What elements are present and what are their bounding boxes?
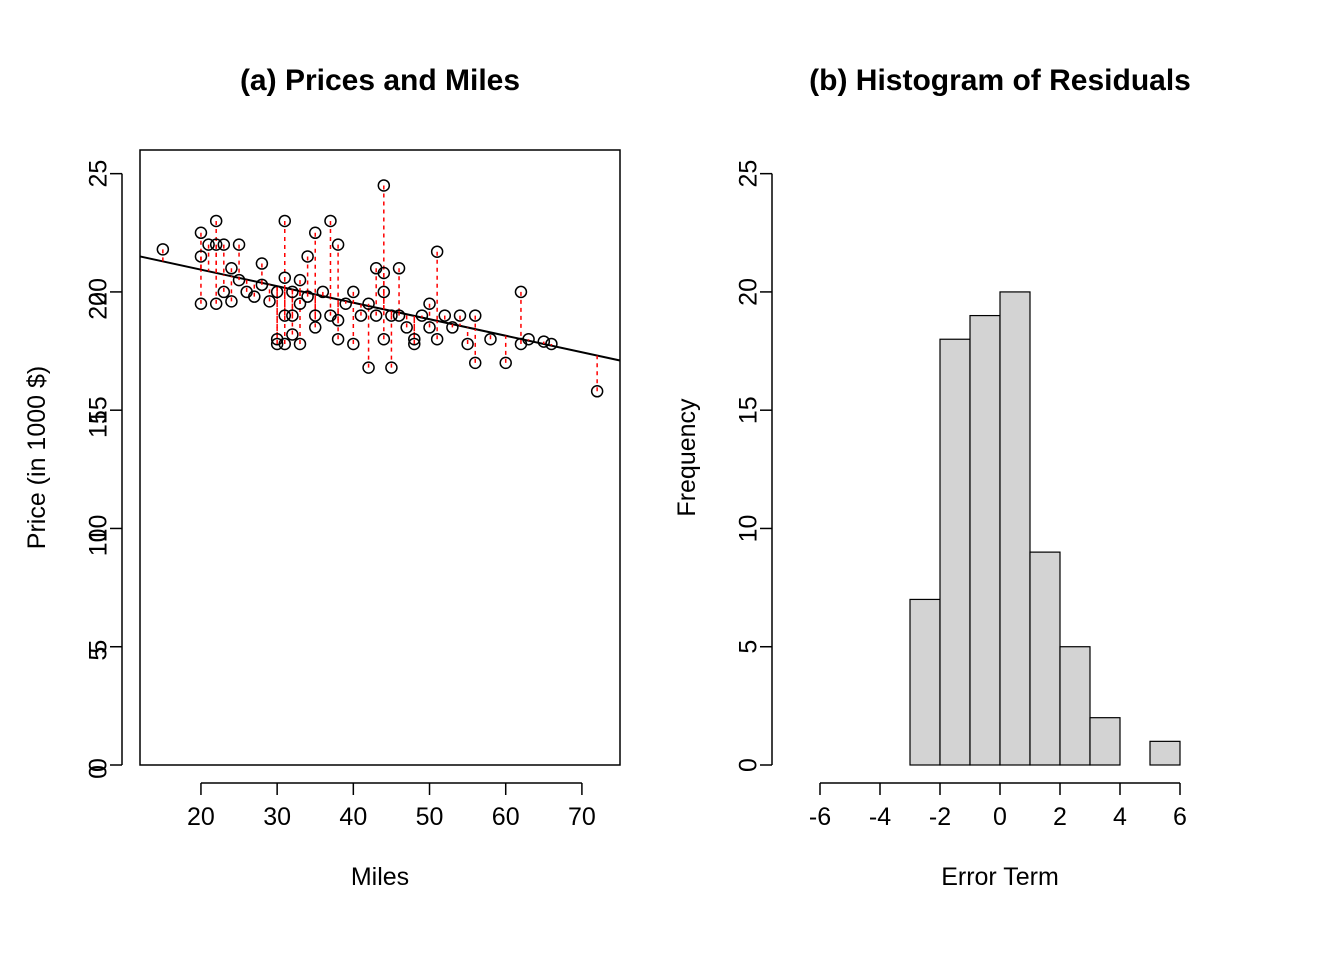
y-tick-label: 0 [85,758,113,772]
hist-panel: (b) Histogram of Residuals -6 -4 -2 0 2 4 6 Erro… [673,64,1191,891]
y-tick-label: 25 [735,160,763,188]
hist-bar [1150,741,1180,765]
y-tick-label: 20 [735,278,763,306]
x-tick-label: 0 [993,803,1007,831]
hist-bar [910,599,940,765]
hist-bars [910,292,1180,765]
hist-bar [1000,292,1030,765]
hist-bar [940,339,970,765]
hist-y-axis: 0 5 10 15 20 25 [735,160,772,772]
x-tick-label: 50 [416,803,444,831]
figure-svg: (a) Prices and Miles203040506070Miles051… [0,0,1344,960]
y-tick-label: 5 [735,640,763,654]
x-tick-label: -6 [809,803,831,831]
x-tick-label: 70 [568,803,596,831]
y-tick-label: 15 [85,396,113,424]
x-tick-label: 40 [339,803,367,831]
hist-x-label: Error Term [941,863,1059,891]
y-tick-label: 0 [735,758,763,772]
scatter-panel: (a) Prices and Miles 20 30 40 50 60 70 Miles 0 5 1… [23,64,620,891]
y-tick-label: 5 [85,640,113,654]
x-tick-label: -4 [869,803,891,831]
y-tick-label: 10 [85,515,113,543]
hist-title: (b) Histogram of Residuals [809,64,1191,97]
hist-bar [970,316,1000,765]
scatter-y-axis: 051015200510152025 [85,160,122,779]
x-tick-label: 30 [263,803,291,831]
hist-bar [1060,647,1090,765]
y-tick-label: 25 [85,160,113,188]
scatter-x-label: Miles [351,863,409,891]
x-tick-label: -2 [929,803,951,831]
y-tick-label: 20 [85,278,113,306]
x-tick-label: 2 [1053,803,1067,831]
figure-container: (a) Prices and Miles203040506070Miles051… [0,0,1344,960]
scatter-x-axis: 20 30 40 50 60 70 [187,783,596,831]
hist-x-axis: -6 -4 -2 0 2 4 6 [809,783,1187,831]
scatter-y-label: Price (in 1000 $) [23,366,51,549]
hist-y-label: Frequency [673,398,701,517]
x-tick-label: 6 [1173,803,1187,831]
y-tick-label: 10 [735,515,763,543]
x-tick-label: 60 [492,803,520,831]
hist-bar [1030,552,1060,765]
x-tick-label: 4 [1113,803,1127,831]
x-tick-label: 20 [187,803,215,831]
scatter-title: (a) Prices and Miles [240,64,520,97]
hist-bar [1090,718,1120,765]
y-tick-label: 15 [735,396,763,424]
